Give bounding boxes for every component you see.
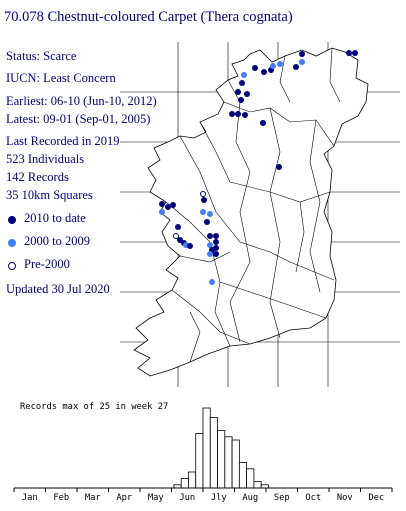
legend-dot-2000	[8, 239, 16, 247]
month-label: Apr	[116, 493, 132, 503]
records-count: 142 Records	[6, 170, 69, 184]
iucn-text: IUCN: Least Concern	[6, 71, 116, 85]
month-label: Feb	[53, 493, 69, 503]
histogram-bar	[188, 471, 197, 489]
latest-text: Latest: 09-01 (Sep-01, 2005)	[6, 112, 151, 126]
histogram-bar	[253, 481, 262, 489]
page-title: 70.078 Chestnut-coloured Carpet (Thera c…	[4, 9, 293, 25]
histogram-bar	[238, 462, 248, 489]
legend-label-2000: 2000 to 2009	[24, 234, 90, 248]
histogram-bar	[180, 478, 189, 489]
legend-label-pre2000: Pre-2000	[24, 257, 70, 271]
month-label: Nov	[337, 493, 353, 503]
earliest-text: Earliest: 06-10 (Jun-10, 2012)	[6, 94, 157, 108]
ireland-distribution-map	[120, 42, 400, 387]
month-label: Oct	[305, 493, 321, 503]
month-label: Jun	[179, 493, 195, 503]
histogram-bar	[224, 436, 233, 489]
legend-label-2010: 2010 to date	[24, 211, 86, 225]
squares-count: 35 10km Squares	[6, 188, 93, 202]
legend-dot-pre2000	[8, 262, 16, 270]
month-label: Dec	[368, 493, 384, 503]
histogram-bar	[231, 439, 240, 489]
records-by-week-chart: Records max of 25 in week 27 Jan Feb Mar Ap…	[13, 402, 393, 503]
month-label: Jly	[211, 493, 227, 503]
month-label: Jan	[22, 493, 38, 503]
histogram-bar	[246, 468, 255, 489]
histogram-bar	[217, 430, 226, 489]
histogram-bar	[195, 433, 204, 489]
last-recorded-text: Last Recorded in 2019	[6, 134, 120, 148]
legend-dot-2010	[8, 216, 16, 224]
individuals-count: 523 Individuals	[6, 152, 85, 166]
month-label: Mar	[85, 493, 101, 503]
status-text: Status: Scarce	[6, 49, 77, 63]
chart-title: Records max of 25 in week 27	[20, 402, 168, 412]
histogram-bar	[209, 417, 218, 489]
histogram-bar	[202, 407, 211, 489]
month-label: May	[148, 493, 164, 503]
month-label: Aug	[242, 493, 258, 503]
updated-text: Updated 30 Jul 2020	[6, 282, 110, 296]
month-label: Sep	[274, 493, 290, 503]
